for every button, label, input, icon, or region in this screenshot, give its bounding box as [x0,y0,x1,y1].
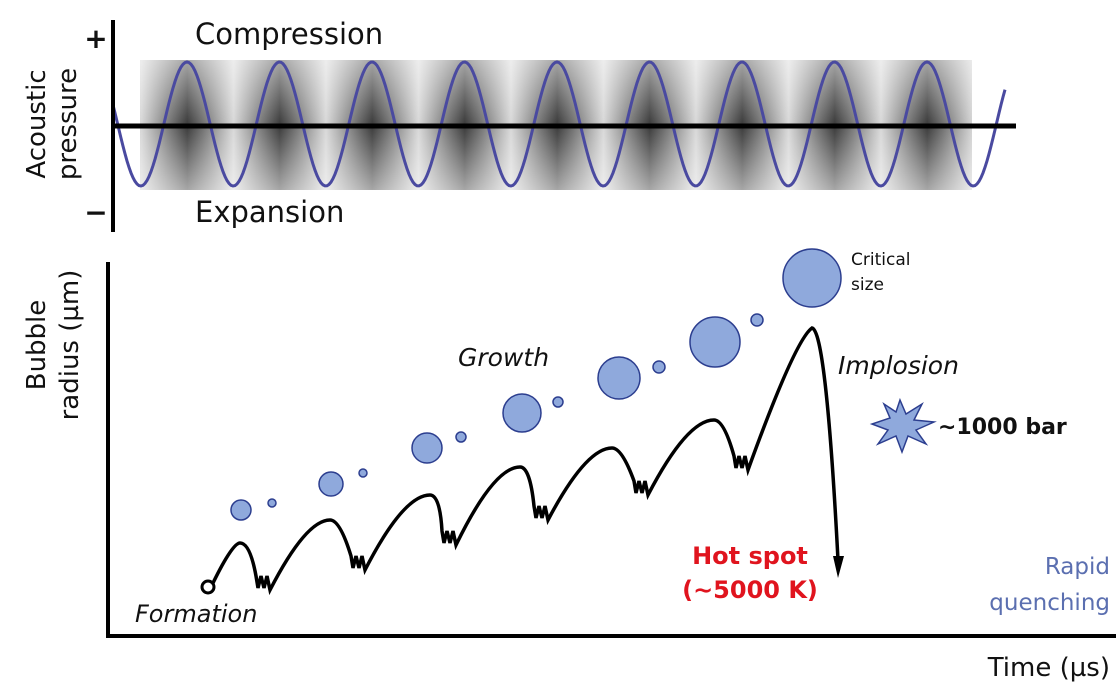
y-label-bottom: radius (µm) [55,270,85,421]
bubbles [230,248,842,521]
implosion-burst [869,397,937,455]
bubble [552,396,564,408]
compression-label: Compression [195,17,383,51]
minus-sign: − [84,196,107,229]
critical-size-label: Critical [851,250,910,270]
hot-spot-label: (∼5000 K) [682,576,818,604]
acoustic-wave [111,60,1007,188]
bubble [267,498,277,508]
bubble [782,248,842,308]
bubble [597,356,641,400]
bubble [411,432,443,464]
arrow-head [833,556,844,578]
y-label-top: Acoustic [22,69,52,178]
formation-label: Formation [135,600,257,628]
nucleus [200,579,216,595]
y-label-bottom: Bubble [22,300,52,391]
pressure-label: ∼1000 bar [938,415,1067,440]
bubble [318,471,344,497]
quenching-label: Rapid [1045,554,1110,580]
bubble [689,316,741,368]
expansion-label: Expansion [195,195,344,229]
bubble [502,393,542,433]
implosion-label: Implosion [838,351,959,380]
growth-label: Growth [458,343,549,372]
radius-curve [211,326,840,596]
critical-size-label: size [851,275,884,295]
bubble [750,313,764,327]
bubble [455,431,467,443]
hot-spot-label: Hot spot [692,542,808,570]
quenching-label: quenching [989,590,1110,616]
bubble [652,360,666,374]
bubble [358,468,368,478]
plus-sign: + [84,22,107,55]
x-label: Time (µs) [987,653,1110,683]
y-label-top: pressure [53,68,83,180]
bubble [230,499,252,521]
